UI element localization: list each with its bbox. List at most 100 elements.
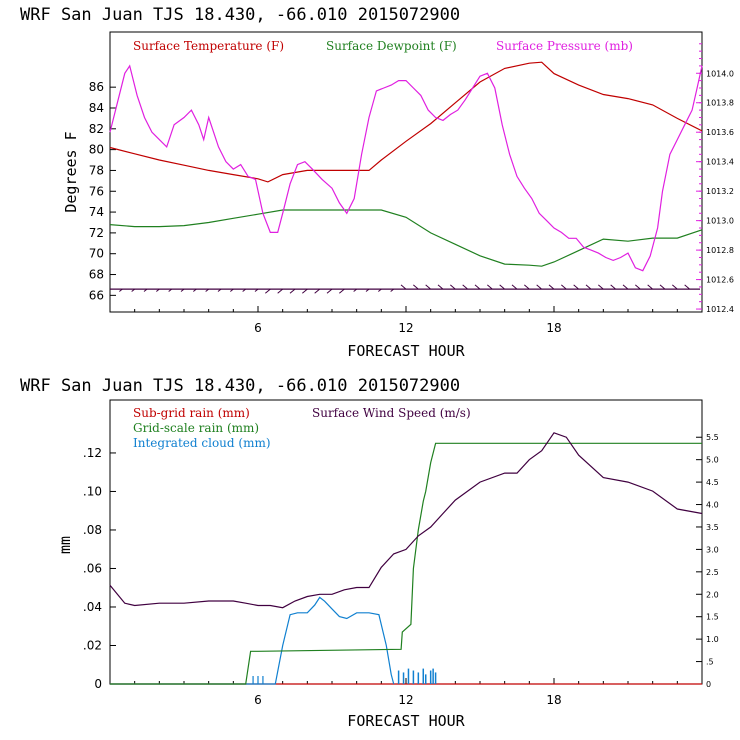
legend-subgrid-rain: Sub-grid rain (mm) xyxy=(133,406,250,420)
legend-surface-pressure: Surface Pressure (mb) xyxy=(496,39,633,53)
top-x-tick-label: 12 xyxy=(398,321,413,335)
wind-barb xyxy=(289,288,296,294)
bottom-y2-tick-label: 5.5 xyxy=(706,433,719,442)
wind-barb xyxy=(684,284,690,290)
wind-barb xyxy=(339,288,345,294)
top-y-tick-label: 84 xyxy=(89,101,104,115)
bottom-y2-tick-label: 0 xyxy=(706,680,711,689)
top-wind-barbs xyxy=(110,284,700,294)
wind-barb xyxy=(474,284,481,290)
wind-barb xyxy=(131,288,135,292)
bottom-series xyxy=(109,432,703,685)
legend-gridscale-rain: Grid-scale rain (mm) xyxy=(133,421,259,435)
legend-surface-wind-speed: Surface Wind Speed (m/s) xyxy=(312,406,471,420)
top-y2-tick-label: 1012.8 xyxy=(706,246,734,255)
bottom-y2-tick-label: 2.5 xyxy=(706,568,719,577)
wind-barb xyxy=(390,288,394,292)
wind-barb xyxy=(598,284,604,290)
top-y-tick-label: 66 xyxy=(89,288,104,302)
wind-barb xyxy=(242,288,246,292)
bottom-ticks: 6 12 18 0 .02 .04 .06 .08 .10 .12 0 .5 1.0 1.5 2.0 2.5 3… xyxy=(83,433,719,707)
wind-barb xyxy=(672,284,678,290)
wind-barb xyxy=(437,284,444,290)
top-ticks: 6 12 18 66 68 70 72 74 76 78 80 82 84 86 1012.4 1012.6 1… xyxy=(89,43,734,335)
wind-barb xyxy=(536,284,542,290)
wind-barb xyxy=(425,284,431,290)
top-y-tick-label: 76 xyxy=(89,184,104,198)
wind-barb xyxy=(193,288,197,292)
bottom-y2-tick-label: 3.0 xyxy=(706,545,719,554)
bottom-y2-tick-label: 2.0 xyxy=(706,590,719,599)
top-x-tick-label: 18 xyxy=(546,321,561,335)
wind-barb xyxy=(302,288,308,294)
top-y2-tick-label: 1012.6 xyxy=(706,276,734,285)
top-y-tick-label: 86 xyxy=(89,80,104,94)
wind-barb xyxy=(462,284,468,290)
bottom-y2-tick-label: 1.5 xyxy=(706,613,719,622)
top-y-tick-label: 72 xyxy=(89,226,104,240)
wind-barb xyxy=(622,284,629,290)
wind-barb xyxy=(314,288,320,294)
wind-barb xyxy=(217,288,222,292)
wind-barb xyxy=(400,284,407,290)
wind-barb xyxy=(647,284,653,290)
wind-barb xyxy=(378,288,382,292)
legend-surface-dewpoint: Surface Dewpoint (F) xyxy=(326,39,457,53)
integrated-cloud-line xyxy=(110,596,395,685)
wind-barb xyxy=(119,288,123,292)
wind-barb xyxy=(265,288,271,294)
bottom-y-tick-label: .10 xyxy=(83,484,102,498)
bottom-y2-tick-label: 3.5 xyxy=(706,523,719,532)
wind-barb xyxy=(277,288,283,294)
bottom-x-tick-label: 12 xyxy=(398,693,413,707)
wind-speed-line xyxy=(109,432,703,609)
wind-barb xyxy=(573,284,579,290)
bottom-y2-tick-label: 5.0 xyxy=(706,456,719,465)
top-y-tick-label: 82 xyxy=(89,122,104,136)
top-y2-tick-label: 1013.2 xyxy=(706,187,734,196)
bottom-y2-tick-label: .5 xyxy=(706,658,714,667)
bottom-y-tick-label: 0 xyxy=(94,677,102,691)
bottom-x-tick-label: 18 xyxy=(546,693,561,707)
wind-barb xyxy=(168,288,172,292)
top-y2-tick-label: 1013.8 xyxy=(706,99,734,108)
bottom-y2-tick-label: 4.0 xyxy=(706,501,719,510)
bottom-chart-title: WRF San Juan TJS 18.430, -66.010 2015072… xyxy=(20,376,460,396)
bottom-y2-tick-label: 4.5 xyxy=(706,478,719,487)
wind-barb xyxy=(365,288,370,292)
gridscale-rain-line xyxy=(110,442,702,685)
wind-barb xyxy=(254,288,259,292)
bottom-y2-tick-label: 1.0 xyxy=(706,635,719,644)
top-y2-tick-label: 1014.0 xyxy=(706,69,734,78)
bottom-y-tick-label: .12 xyxy=(83,446,102,460)
top-xlabel: FORECAST HOUR xyxy=(347,342,465,360)
wind-barb xyxy=(635,284,641,290)
top-y2-tick-label: 1013.6 xyxy=(706,128,734,137)
bottom-x-tick-label: 6 xyxy=(254,693,262,707)
wind-barb xyxy=(548,284,555,290)
bottom-xlabel: FORECAST HOUR xyxy=(347,712,465,730)
top-y2-tick-label: 1013.4 xyxy=(706,158,734,167)
dewpoint-line xyxy=(109,209,703,267)
top-x-tick-label: 6 xyxy=(254,321,262,335)
wind-barb xyxy=(143,288,148,292)
top-y-tick-label: 74 xyxy=(89,205,104,219)
top-chart-title: WRF San Juan TJS 18.430, -66.010 2015072… xyxy=(20,5,460,25)
bottom-y-tick-label: .02 xyxy=(83,638,102,652)
wind-barb xyxy=(205,288,209,292)
wind-barb xyxy=(156,288,160,292)
bottom-y-tick-label: .06 xyxy=(83,561,102,575)
wind-barb xyxy=(353,288,357,292)
top-y-tick-label: 78 xyxy=(89,163,104,177)
wind-barb xyxy=(659,284,666,290)
top-y-tick-label: 70 xyxy=(89,247,104,261)
bottom-ylabel: mm xyxy=(56,536,74,554)
top-y2-tick-label: 1013.0 xyxy=(706,217,734,226)
legend-surface-temperature: Surface Temperature (F) xyxy=(133,39,284,53)
wind-barb xyxy=(326,288,333,294)
wind-barb xyxy=(487,284,493,290)
top-y-tick-label: 80 xyxy=(89,143,104,157)
top-y-tick-label: 68 xyxy=(89,268,104,282)
wind-barb xyxy=(450,284,456,290)
